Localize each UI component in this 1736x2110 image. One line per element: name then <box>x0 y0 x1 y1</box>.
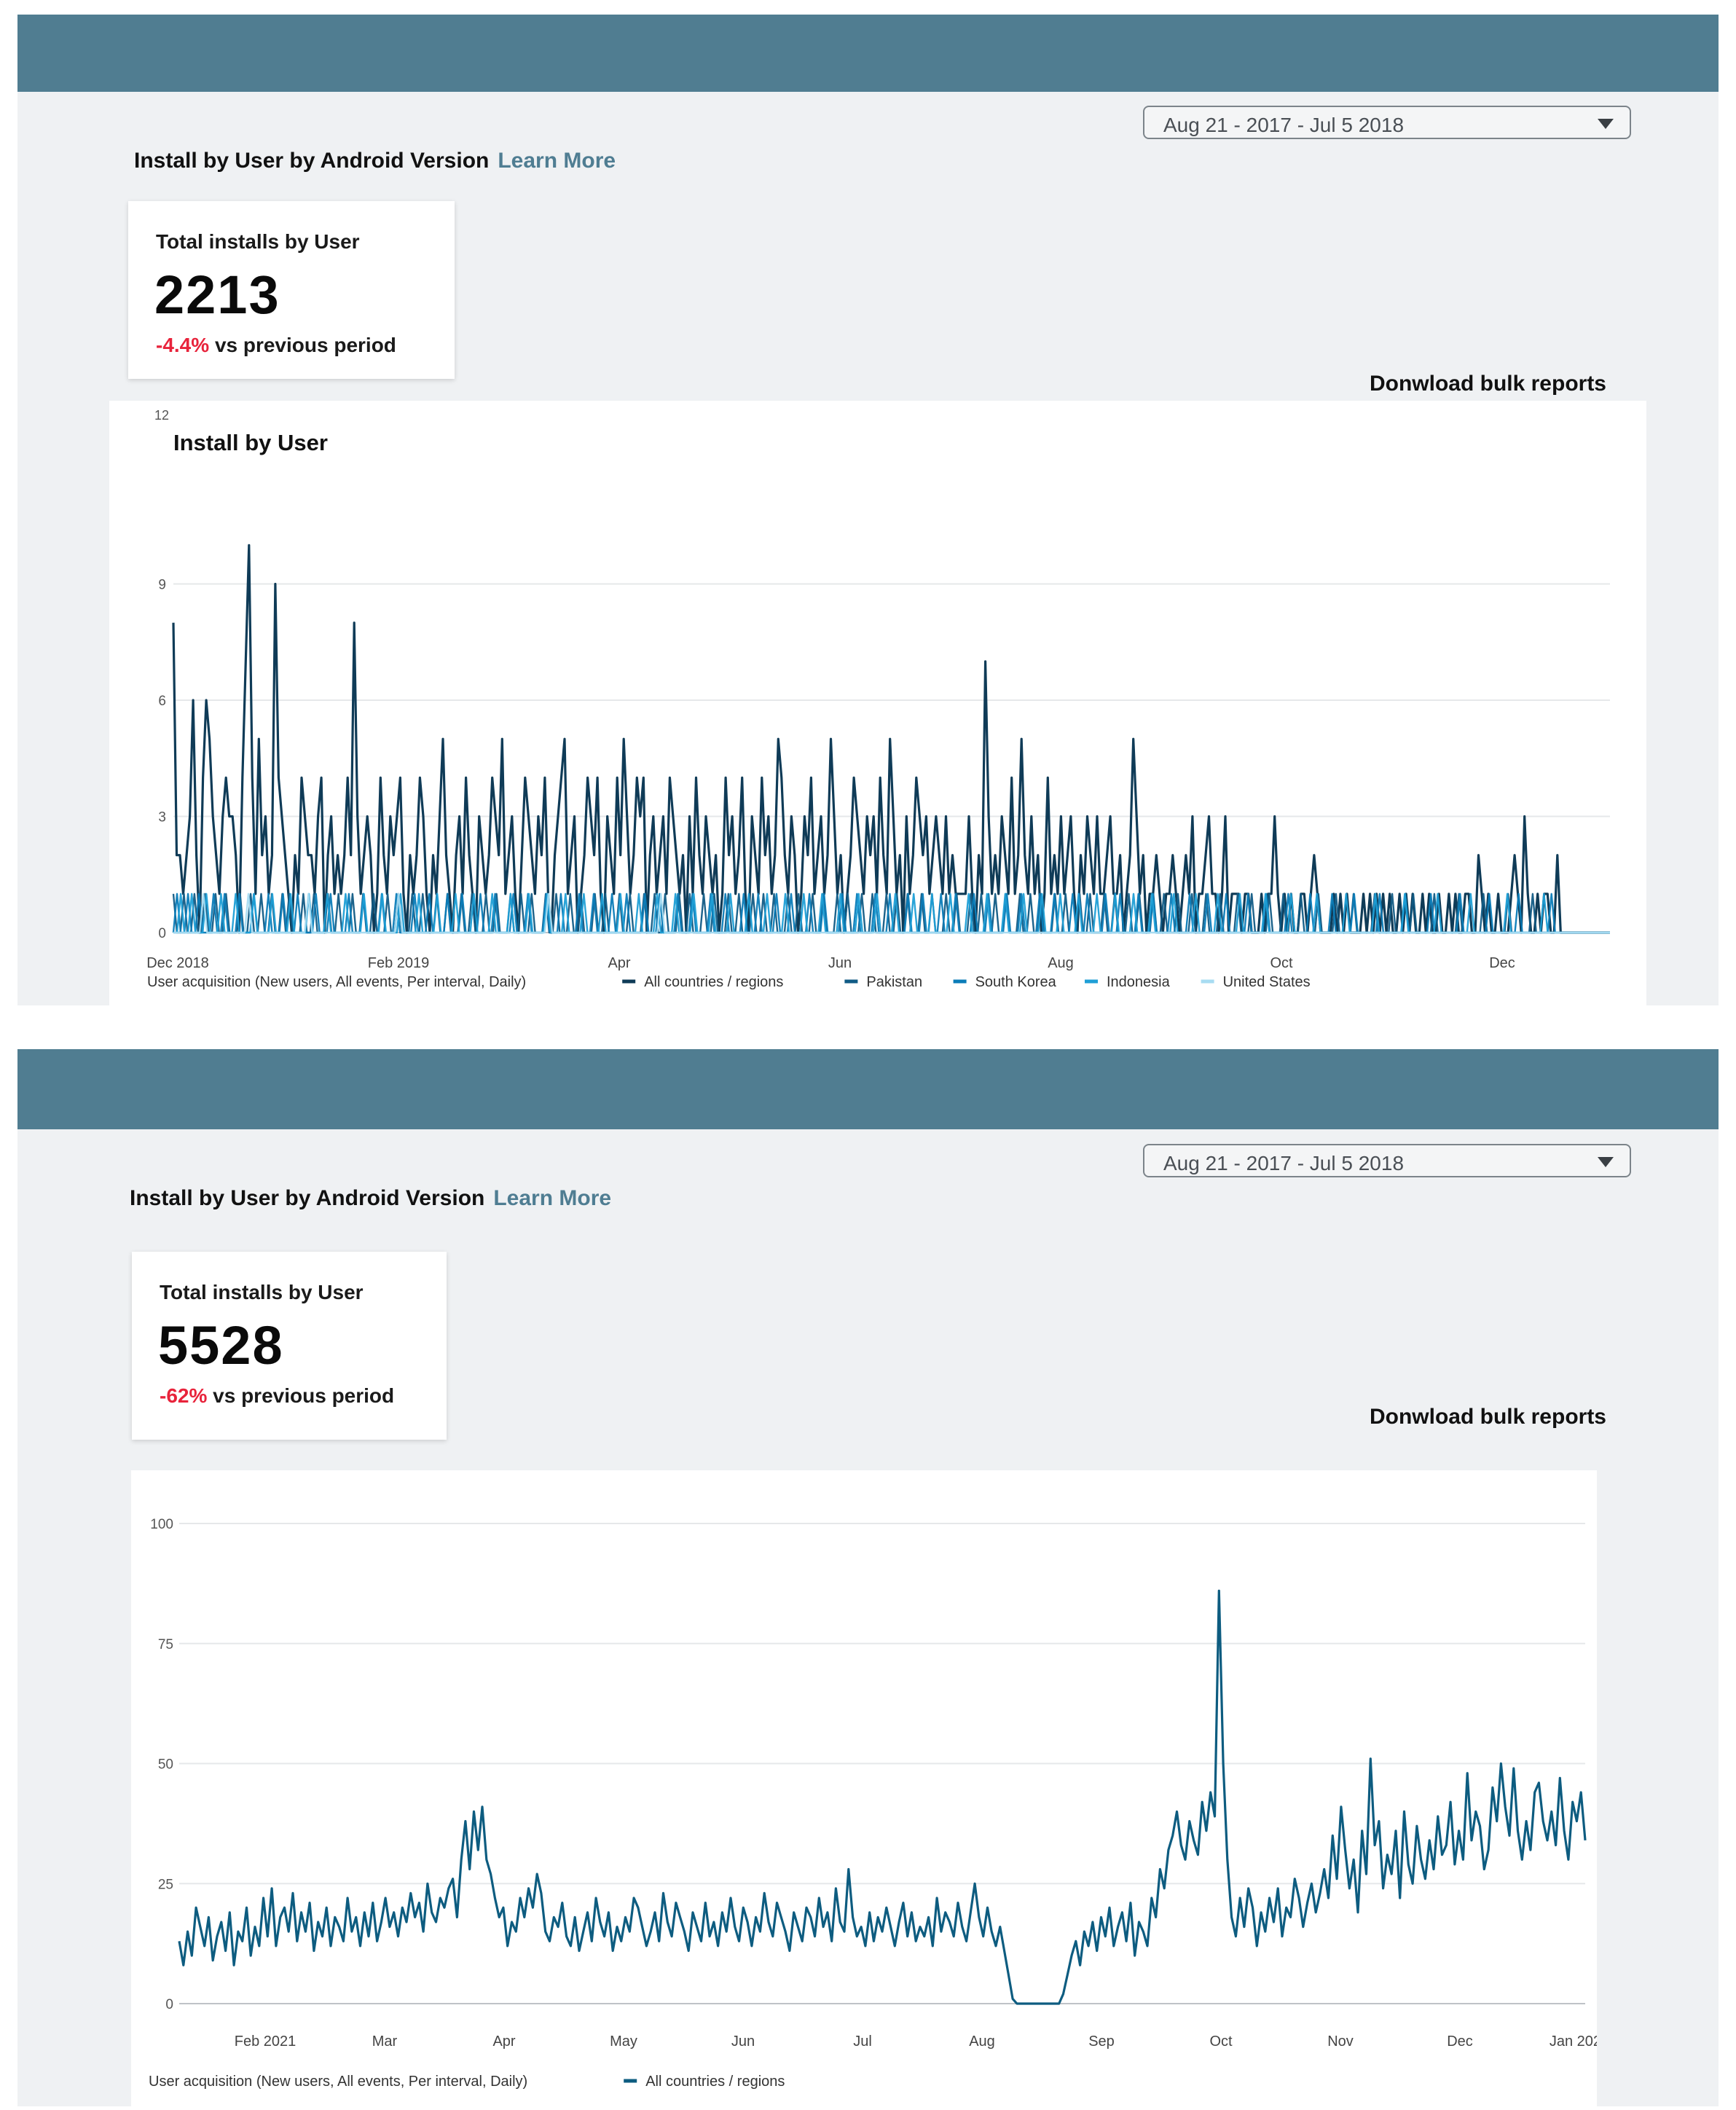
kpi-label: Total installs by User <box>160 1281 364 1303</box>
section-title-text: Install by User by Android Version <box>130 1186 485 1210</box>
dashboard-panel-1: Aug 21 - 2017 - Jul 5 2018 Install by Us… <box>17 15 1719 1005</box>
x-tick-label: Mar <box>372 2033 398 2050</box>
date-range-select[interactable]: Aug 21 - 2017 - Jul 5 2018 <box>1143 1144 1631 1177</box>
header-bar <box>17 15 1719 92</box>
install-by-user-chart: Install by User 12 0 3 6 9 Dec 2018 Feb 2019… <box>146 408 1610 990</box>
date-range-value: Aug 21 - 2017 - Jul 5 2018 <box>1163 114 1405 136</box>
series-line-all-countries-regions <box>178 1589 1587 2005</box>
series-line-united-states <box>173 893 1610 934</box>
chart-title: Install by User <box>173 430 328 455</box>
legend-item: Indonesia <box>1107 974 1171 990</box>
x-tick-label: Dec <box>1489 955 1515 971</box>
y-tick-label: 6 <box>158 694 166 709</box>
y-tick-label: 3 <box>158 810 166 825</box>
kpi-delta-percent: -4.4% <box>156 334 210 356</box>
y-tick-label: 25 <box>158 1877 173 1892</box>
chevron-down-icon <box>1598 1157 1614 1167</box>
x-tick-label: Jul <box>853 2033 872 2050</box>
chart-card-1: Install by User 12 0 3 6 9 Dec 2018 Feb 2019… <box>109 401 1646 1005</box>
y-tick-label: 9 <box>158 578 166 593</box>
x-tick-label: Oct <box>1270 955 1293 971</box>
dashboard-panel-2: Aug 21 - 2017 - Jul 5 2018 Install by Us… <box>17 1049 1719 2106</box>
legend-item: All countries / regions <box>645 2074 785 2090</box>
x-tick-label: Feb 2019 <box>368 955 430 971</box>
header-bar <box>17 1049 1719 1129</box>
legend-item: United States <box>1223 974 1311 990</box>
y-tick-label: 0 <box>165 1997 173 2012</box>
kpi-delta-suffix: vs previous period <box>214 334 396 356</box>
kpi-value: 5528 <box>158 1315 284 1376</box>
y-tick-label: 50 <box>158 1757 173 1773</box>
legend-item: Pakistan <box>866 974 922 990</box>
kpi-label: Total installs by User <box>156 230 360 253</box>
kpi-card: Total installs by User 5528 -62% vs prev… <box>132 1252 447 1440</box>
kpi-delta: -4.4% vs previous period <box>156 334 396 357</box>
series-line-all-countries-regions <box>172 544 1610 934</box>
installs-trend-chart: 0 25 50 75 100 Feb 2021 Mar Apr May Jun Jul Aug Sep… <box>149 1517 1609 2090</box>
section-title-text: Install by User by Android Version <box>134 149 490 173</box>
y-tick-label: 100 <box>150 1517 173 1532</box>
kpi-value: 2213 <box>154 264 280 325</box>
x-tick-label: Aug <box>969 2033 995 2050</box>
y-axis-top-label: 12 <box>154 408 169 423</box>
x-tick-label: Dec <box>1447 2033 1473 2050</box>
x-tick-label: May <box>610 2033 637 2050</box>
y-tick-label: 0 <box>158 926 166 941</box>
kpi-delta-percent: -62% <box>160 1384 208 1407</box>
legend-item: South Korea <box>975 974 1057 990</box>
x-tick-label: Oct <box>1209 2033 1233 2050</box>
legend-caption: User acquisition (New users, All events,… <box>147 974 526 990</box>
legend-item: All countries / regions <box>644 974 783 990</box>
x-tick-label: Jun <box>828 955 852 971</box>
kpi-card: Total installs by User 2213 -4.4% vs pre… <box>128 201 455 379</box>
legend-caption: User acquisition (New users, All events,… <box>149 2074 527 2090</box>
x-tick-label: Feb 2021 <box>235 2033 296 2050</box>
x-tick-label: Dec 2018 <box>146 955 209 971</box>
y-tick-label: 75 <box>158 1637 173 1652</box>
learn-more-link[interactable]: Learn More <box>493 1186 612 1210</box>
x-tick-label: Nov <box>1327 2033 1354 2050</box>
date-range-select[interactable]: Aug 21 - 2017 - Jul 5 2018 <box>1143 106 1631 139</box>
x-tick-label: Sep <box>1088 2033 1115 2050</box>
x-tick-label: Apr <box>492 2033 515 2050</box>
section-title: Install by User by Android Version Learn … <box>134 149 616 173</box>
section-title: Install by User by Android Version Learn … <box>130 1186 611 1211</box>
chevron-down-icon <box>1598 119 1614 129</box>
x-tick-label: Jun <box>731 2033 755 2050</box>
date-range-value: Aug 21 - 2017 - Jul 5 2018 <box>1163 1152 1405 1174</box>
download-bulk-reports-link[interactable]: Donwload bulk reports <box>1369 372 1606 396</box>
kpi-delta-suffix: vs previous period <box>213 1384 395 1407</box>
chart-card-2: 0 25 50 75 100 Feb 2021 Mar Apr May Jun Jul Aug Sep… <box>131 1470 1609 2106</box>
kpi-delta: -62% vs previous period <box>160 1384 394 1408</box>
x-tick-label: Jan 2022 <box>1550 2033 1597 2050</box>
learn-more-link[interactable]: Learn More <box>498 149 616 173</box>
x-tick-label: Aug <box>1048 955 1074 971</box>
download-bulk-reports-link[interactable]: Donwload bulk reports <box>1369 1405 1606 1429</box>
x-tick-label: Apr <box>608 955 630 971</box>
